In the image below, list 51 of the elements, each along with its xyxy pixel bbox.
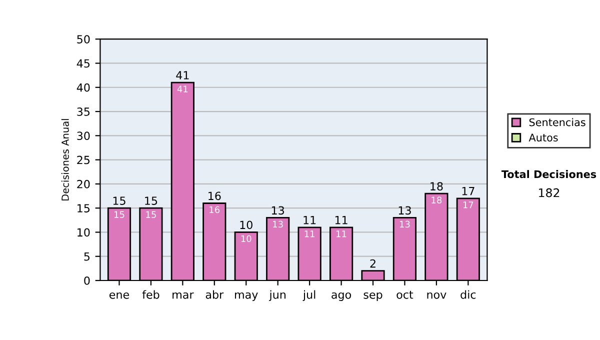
total-label: 17 (462, 187, 474, 196)
total-label: 16 (208, 192, 221, 200)
data-label: 10 (241, 235, 252, 242)
x-tick-label: ago (332, 292, 352, 301)
x-tick-label: abr (206, 290, 224, 299)
y-tick-label: 50 (77, 35, 90, 44)
data-label: 13 (273, 220, 283, 228)
x-tick-label: feb (142, 290, 160, 299)
y-tick-label: 15 (78, 204, 90, 212)
total-label: 2 (370, 259, 376, 268)
total-label: 11 (335, 216, 348, 224)
y-tick-label: 0 (84, 276, 90, 285)
total-label: 15 (113, 196, 126, 205)
x-tick-label: jul (302, 290, 316, 301)
x-tick-label: may (235, 292, 258, 301)
y-tick-label: 45 (76, 59, 90, 68)
x-tick-label: nov (427, 292, 446, 299)
total-label: 41 (176, 71, 189, 80)
total-label: 11 (304, 216, 316, 224)
y-tick-label: 35 (77, 107, 90, 116)
y-tick-label: 25 (77, 156, 90, 164)
total-label: 18 (430, 182, 443, 190)
y-tick-label: 10 (78, 228, 90, 237)
x-tick-label: sep (364, 292, 382, 301)
x-tick-label: jun (269, 290, 286, 301)
total-label: 13 (398, 206, 411, 215)
data-label: 11 (336, 230, 346, 238)
data-label: 16 (210, 206, 220, 214)
data-label: 11 (304, 230, 314, 238)
y-axis-title: Decisiones Anual (61, 119, 69, 200)
text: 182 (539, 188, 560, 198)
y-tick-label: 20 (77, 180, 90, 188)
data-label: 17 (463, 202, 474, 208)
data-label: 41 (177, 86, 188, 92)
total-label: 13 (272, 206, 284, 215)
data-label: 13 (400, 220, 410, 228)
y-tick-label: 5 (84, 252, 90, 261)
y-tick-label: 40 (76, 83, 90, 92)
y-tick-label: 30 (77, 132, 90, 140)
legend-label: Sentencias (529, 118, 586, 126)
total-label: 10 (240, 220, 252, 230)
x-tick-label: dic (460, 290, 476, 299)
legend-label: Autos (528, 134, 558, 142)
x-tick-label: oct (396, 290, 414, 299)
data-label: 18 (432, 196, 442, 204)
x-tick-label: ene (109, 292, 129, 299)
data-label: 15 (146, 211, 156, 218)
text: Total Decisiones (501, 170, 596, 178)
data-label: 15 (114, 211, 124, 218)
x-tick-label: mar (172, 292, 194, 299)
total-label: 15 (145, 196, 158, 205)
